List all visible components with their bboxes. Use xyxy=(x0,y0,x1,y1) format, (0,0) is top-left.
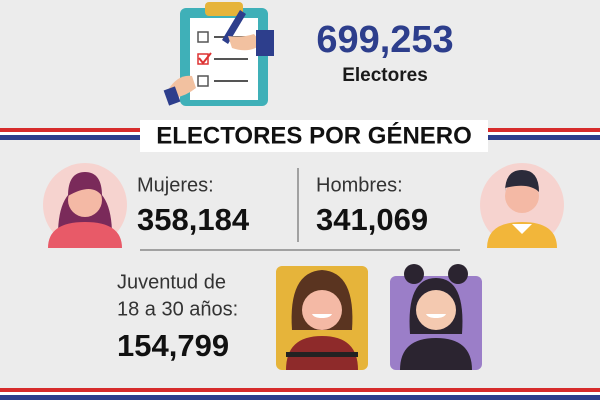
women-label: Mujeres: xyxy=(137,174,214,196)
total-label: Electores xyxy=(342,65,428,86)
woman-avatar xyxy=(43,163,127,248)
title-box xyxy=(140,120,488,152)
man-avatar xyxy=(480,163,564,248)
youth-label-line: 18 a 30 años: xyxy=(117,298,238,320)
men-value: 341,069 xyxy=(316,202,428,237)
youth-value: 154,799 xyxy=(117,328,229,363)
section-title: ELECTORES POR GÉNERO xyxy=(156,121,472,149)
total-value: 699,253 xyxy=(316,19,453,61)
clipboard-icon xyxy=(163,2,274,106)
youth-boy-avatar xyxy=(276,266,368,370)
youth-label-line: Juventud de xyxy=(117,271,226,293)
men-label: Hombres: xyxy=(316,174,403,196)
youth-girl-avatar xyxy=(390,264,482,370)
women-value: 358,184 xyxy=(137,202,250,237)
stripes-bottom xyxy=(0,388,600,400)
